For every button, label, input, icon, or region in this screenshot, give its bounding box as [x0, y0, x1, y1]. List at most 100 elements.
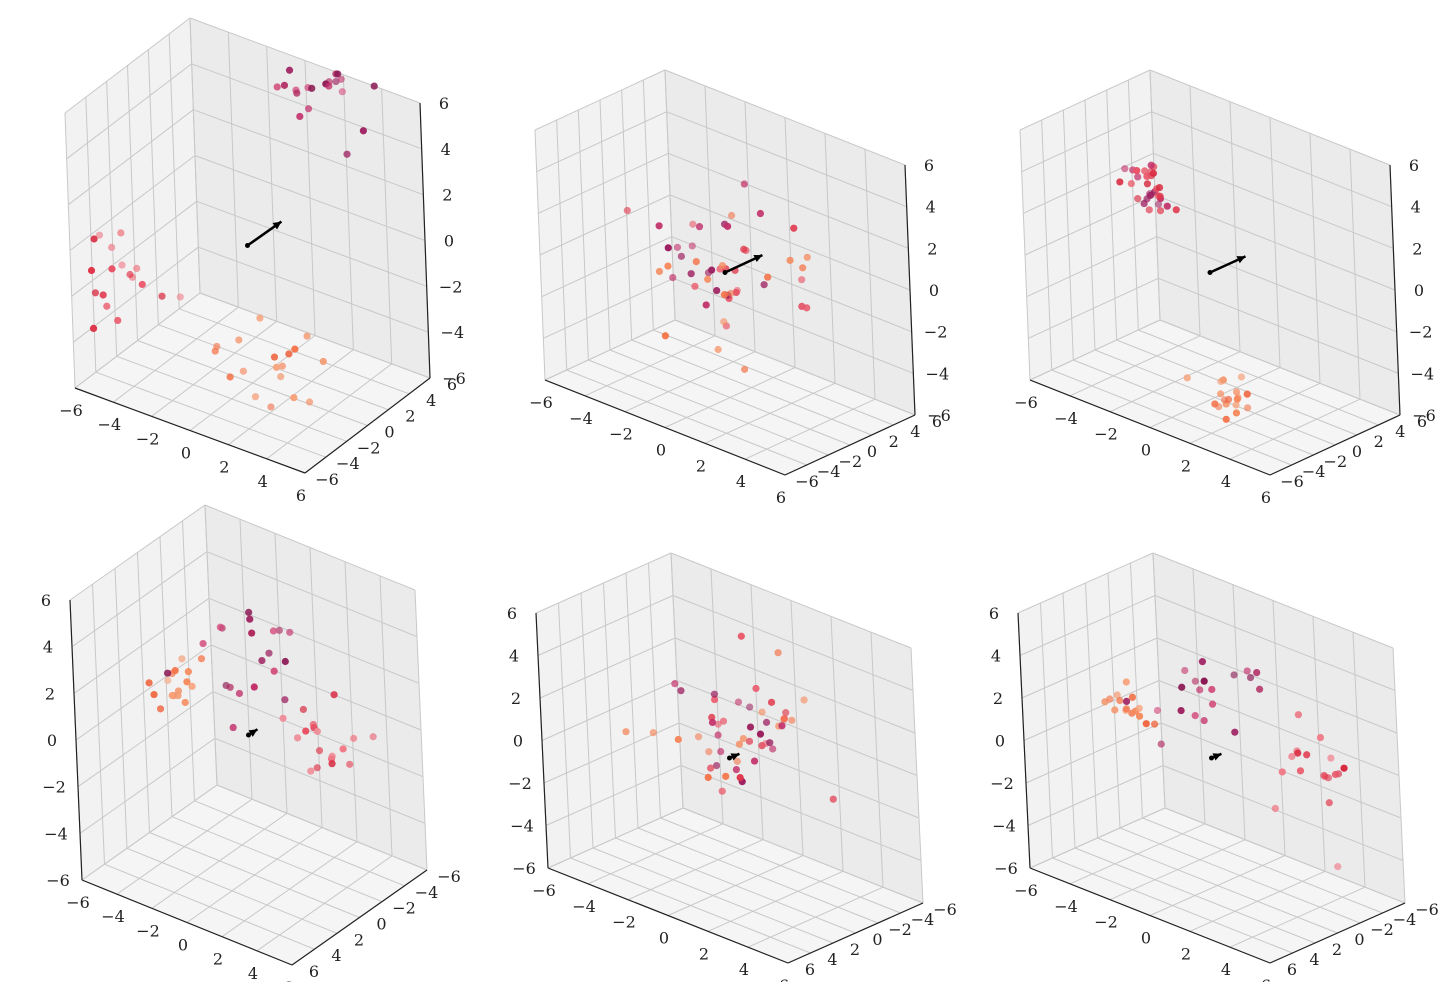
z-tick-label: 0 [47, 731, 57, 750]
z-tick-label: −6 [442, 369, 466, 388]
scatter-point [280, 81, 289, 89]
x-tick-label: 6 [296, 486, 306, 505]
x-tick-label: 4 [248, 964, 258, 982]
scatter-point [1334, 863, 1342, 871]
scatter-point [293, 89, 301, 97]
scatter-point [272, 363, 281, 371]
grid-line [204, 504, 218, 786]
grid-line [1149, 69, 1391, 166]
scatter-point [199, 639, 207, 648]
scatter-point [689, 220, 697, 228]
scatter-point [1296, 767, 1305, 775]
scatter-point [1122, 678, 1130, 686]
scatter-point [89, 324, 98, 333]
grid-line [69, 504, 206, 601]
scatter-point [714, 345, 722, 354]
y-axis [787, 902, 924, 964]
scatter-point [133, 264, 141, 273]
scatter-point [103, 302, 111, 310]
scatter-point [114, 316, 122, 325]
scatter-point [245, 608, 253, 616]
x-axis [81, 879, 293, 966]
scatter-point [720, 291, 729, 299]
scatter-point [269, 627, 278, 635]
scatter-point [1208, 700, 1217, 708]
z-tick-label: 4 [43, 638, 53, 657]
y-tick-label: −2 [1370, 920, 1394, 939]
scatter-point [251, 393, 260, 401]
y-tick-label: −4 [336, 454, 360, 473]
scatter-point [235, 689, 244, 698]
scatter-point [285, 66, 294, 74]
z-tick-label: 4 [926, 198, 936, 217]
scatter-point [788, 716, 796, 724]
scatter-point [669, 273, 677, 282]
scatter-point [1244, 404, 1252, 412]
y-tick-label: −2 [888, 920, 912, 939]
y-tick-label: −4 [1393, 910, 1417, 929]
x-tick-label: −2 [136, 921, 160, 940]
scatter-point [138, 280, 146, 289]
scatter-point [1113, 691, 1121, 699]
scatter-point [1172, 206, 1180, 214]
z-tick-label: −2 [924, 323, 948, 342]
y-tick-label: −6 [437, 867, 461, 886]
z-axis [419, 102, 431, 379]
scatter-point [117, 229, 125, 237]
y-tick-label: −6 [795, 472, 819, 491]
scatter-point [183, 678, 191, 686]
x-tick-label: 6 [283, 978, 293, 982]
axis-lines [535, 612, 924, 964]
z-tick-label: 2 [442, 186, 452, 205]
axis-lines [1029, 164, 1401, 476]
scatter-point [1163, 202, 1171, 210]
grid-line [189, 17, 201, 294]
scatter-point [296, 112, 304, 121]
z-tick-label: −4 [510, 817, 534, 836]
x-tick-label: 2 [1181, 944, 1191, 963]
y-tick-label: −6 [1415, 900, 1439, 919]
x-tick-label: −6 [66, 893, 90, 912]
data-points [87, 66, 378, 411]
scatter-point [760, 281, 768, 289]
y-tick-label: −4 [911, 910, 935, 929]
scatter-point [1327, 754, 1335, 762]
scatter-point [1316, 733, 1325, 742]
grid-line [1142, 817, 1383, 914]
axis-lines [544, 164, 916, 476]
scatter-point [1208, 685, 1216, 694]
scatter-point [727, 211, 736, 220]
grid-line [1151, 111, 1392, 208]
scatter-point [265, 649, 273, 657]
x-tick-label: −4 [101, 907, 125, 926]
scatter-point [267, 403, 275, 411]
axis-lines [74, 102, 431, 474]
x-tick-label: −2 [1094, 425, 1118, 444]
x-tick-label: −6 [532, 881, 556, 900]
scatter-point [766, 739, 774, 747]
x-tick-label: 6 [1261, 976, 1271, 982]
scatter-point [1215, 403, 1223, 411]
x-tick-label: 4 [1221, 960, 1231, 979]
z-tick-label: −4 [1411, 364, 1435, 383]
x-tick-label: 2 [696, 456, 706, 475]
scatter-point [649, 729, 657, 737]
scatter-point [712, 761, 721, 770]
z-tick-label: −2 [508, 774, 532, 793]
scatter-point [661, 332, 669, 340]
grid-line [194, 800, 405, 887]
scatter-point [800, 696, 808, 704]
scatter-point [90, 235, 98, 243]
grid-line [1021, 111, 1152, 173]
scatter-point [713, 286, 721, 295]
scatter-point [1237, 373, 1246, 381]
scatter-point [1106, 695, 1114, 703]
scatter-point [1325, 799, 1333, 807]
scatter-point [752, 684, 760, 693]
z-axis [1389, 164, 1401, 416]
scatter-point [739, 734, 747, 743]
scatter-point [732, 765, 740, 774]
y-tick-label: 2 [850, 940, 860, 959]
z-tick-label: −4 [992, 817, 1016, 836]
